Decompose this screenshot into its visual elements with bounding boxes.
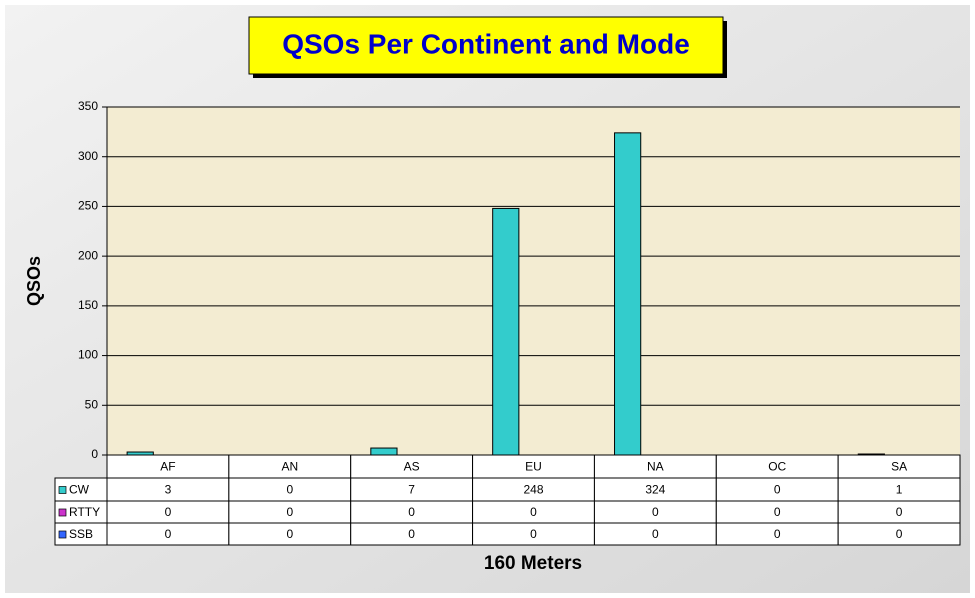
chart-title: QSOs Per Continent and Mode — [282, 28, 690, 59]
bar — [370, 447, 398, 456]
table-value: 0 — [774, 505, 781, 519]
table-value: 0 — [896, 527, 903, 541]
y-tick-label: 350 — [78, 99, 98, 113]
x-axis-label: 160 Meters — [484, 553, 582, 574]
table-value: 0 — [896, 505, 903, 519]
table-value: 0 — [652, 527, 659, 541]
table-value: 0 — [408, 527, 415, 541]
y-tick-label: 250 — [78, 199, 98, 213]
table-value: 7 — [408, 483, 415, 497]
table-value: 0 — [774, 483, 781, 497]
legend-swatch — [58, 530, 67, 539]
table-value: 0 — [530, 527, 537, 541]
x-tick-label: NA — [647, 460, 664, 474]
x-tick-label: SA — [891, 460, 907, 474]
x-tick-label: AS — [404, 460, 420, 474]
y-tick-label: 300 — [78, 149, 98, 163]
bar — [614, 132, 642, 456]
legend-label: CW — [69, 483, 90, 497]
table-value: 324 — [645, 483, 665, 497]
legend-swatch — [58, 486, 67, 494]
table-value: 248 — [523, 483, 543, 497]
y-tick-label: 200 — [78, 248, 98, 262]
table-value: 0 — [652, 505, 659, 519]
y-tick-label: 100 — [78, 348, 98, 362]
table-value: 3 — [165, 483, 172, 497]
y-tick-label: 150 — [78, 298, 98, 312]
title-box — [248, 16, 724, 75]
x-tick-label: EU — [525, 460, 542, 474]
table-value: 0 — [286, 483, 293, 497]
y-tick-label: 50 — [85, 397, 99, 411]
legend-label: SSB — [69, 527, 93, 541]
table-value: 0 — [165, 527, 172, 541]
y-axis-label: QSOs — [24, 256, 44, 306]
y-tick-label: 0 — [91, 447, 98, 461]
bar — [492, 207, 520, 456]
table-value: 0 — [774, 527, 781, 541]
table-value: 0 — [408, 505, 415, 519]
table-value: 0 — [530, 505, 537, 519]
x-tick-label: AF — [160, 460, 175, 474]
table-value: 0 — [286, 527, 293, 541]
table-value: 0 — [286, 505, 293, 519]
legend-label: RTTY — [69, 505, 100, 519]
x-tick-label: OC — [768, 460, 786, 474]
x-tick-label: AN — [281, 460, 298, 474]
table-value: 1 — [896, 483, 903, 497]
table-value: 0 — [165, 505, 172, 519]
legend-swatch — [58, 508, 67, 517]
plot-area — [107, 107, 960, 455]
table-cell — [837, 522, 961, 546]
